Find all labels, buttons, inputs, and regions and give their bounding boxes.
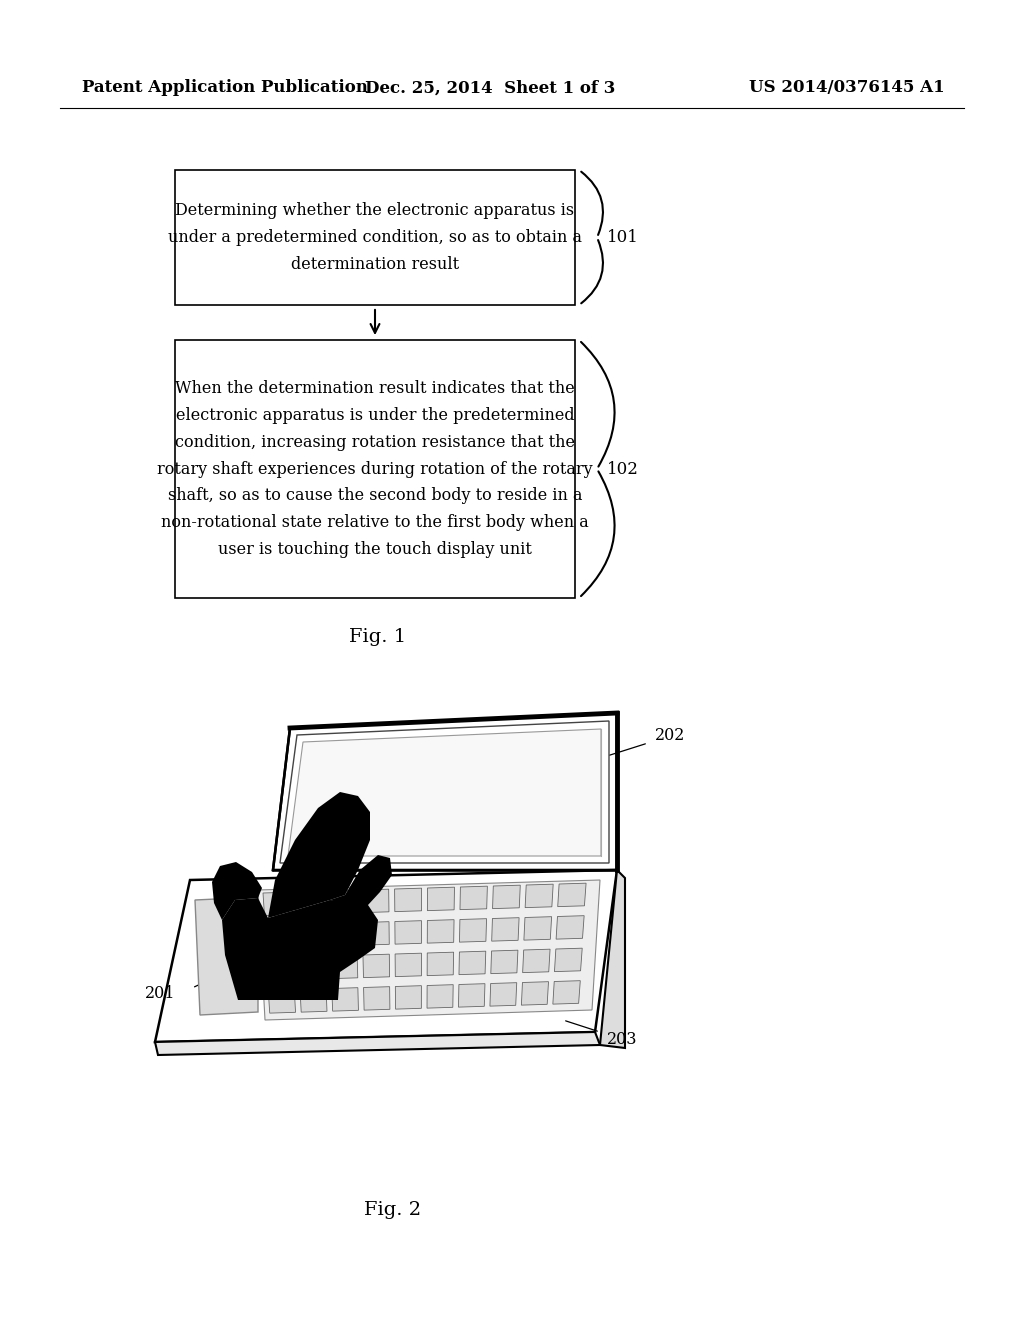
Text: 102: 102 — [607, 461, 639, 478]
Polygon shape — [427, 985, 454, 1008]
Polygon shape — [460, 919, 486, 942]
Polygon shape — [330, 855, 392, 908]
Polygon shape — [331, 956, 357, 978]
Polygon shape — [268, 990, 296, 1014]
Polygon shape — [395, 986, 422, 1008]
Polygon shape — [521, 982, 549, 1005]
Polygon shape — [492, 917, 519, 941]
Text: Dec. 25, 2014  Sheet 1 of 3: Dec. 25, 2014 Sheet 1 of 3 — [365, 79, 615, 96]
Polygon shape — [273, 713, 617, 870]
Polygon shape — [258, 880, 600, 1020]
Polygon shape — [459, 983, 485, 1007]
Polygon shape — [395, 920, 422, 944]
Polygon shape — [361, 890, 389, 912]
Polygon shape — [427, 887, 455, 911]
Polygon shape — [556, 916, 584, 939]
Polygon shape — [195, 898, 258, 1015]
Polygon shape — [280, 721, 609, 863]
Polygon shape — [362, 954, 389, 978]
Polygon shape — [268, 792, 370, 917]
Text: Determining whether the electronic apparatus is
under a predetermined condition,: Determining whether the electronic appar… — [168, 202, 582, 273]
Polygon shape — [222, 898, 378, 1001]
Polygon shape — [288, 729, 601, 855]
Polygon shape — [553, 981, 581, 1005]
Polygon shape — [155, 870, 617, 1041]
Text: 203: 203 — [607, 1031, 638, 1048]
Text: Fig. 2: Fig. 2 — [365, 1201, 422, 1218]
Polygon shape — [554, 948, 583, 972]
Polygon shape — [329, 890, 356, 913]
Polygon shape — [524, 916, 552, 940]
Polygon shape — [155, 1032, 600, 1055]
Polygon shape — [489, 982, 517, 1006]
Text: 101: 101 — [607, 228, 639, 246]
Polygon shape — [266, 957, 294, 981]
Polygon shape — [427, 952, 454, 975]
Polygon shape — [493, 886, 520, 908]
Text: US 2014/0376145 A1: US 2014/0376145 A1 — [750, 79, 945, 96]
Polygon shape — [263, 892, 291, 916]
Polygon shape — [265, 925, 293, 948]
Polygon shape — [558, 883, 586, 907]
Polygon shape — [525, 884, 553, 908]
Polygon shape — [460, 886, 487, 909]
Polygon shape — [362, 921, 389, 945]
Text: Fig. 1: Fig. 1 — [349, 628, 407, 645]
Polygon shape — [297, 924, 325, 948]
Text: When the determination result indicates that the
electronic apparatus is under t: When the determination result indicates … — [158, 380, 593, 558]
Polygon shape — [330, 923, 357, 946]
Polygon shape — [212, 862, 262, 920]
Polygon shape — [600, 870, 625, 1048]
Polygon shape — [296, 891, 324, 915]
Text: Patent Application Publication: Patent Application Publication — [82, 79, 368, 96]
Polygon shape — [394, 888, 422, 912]
Text: 202: 202 — [655, 727, 685, 744]
Polygon shape — [522, 949, 550, 973]
Polygon shape — [175, 341, 575, 598]
Polygon shape — [459, 952, 485, 974]
Text: 201: 201 — [145, 985, 175, 1002]
Polygon shape — [427, 920, 454, 942]
Text: 204: 204 — [394, 766, 424, 783]
Polygon shape — [299, 956, 326, 979]
Polygon shape — [332, 987, 358, 1011]
Polygon shape — [300, 989, 327, 1012]
Polygon shape — [175, 170, 575, 305]
Polygon shape — [395, 953, 422, 977]
Polygon shape — [364, 986, 390, 1010]
Polygon shape — [490, 950, 518, 974]
